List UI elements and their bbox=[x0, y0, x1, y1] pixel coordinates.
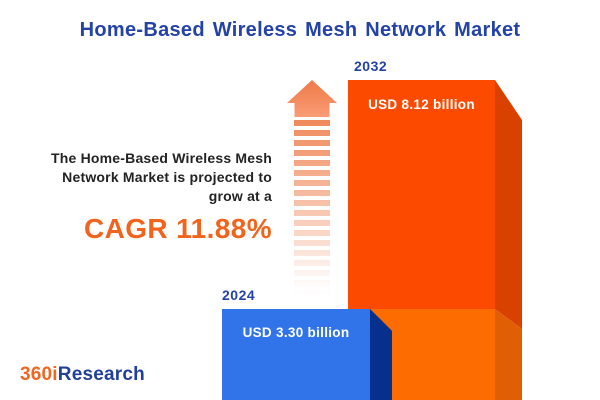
bar-2032-side-top bbox=[495, 80, 522, 329]
growth-arrow-stripes bbox=[294, 120, 330, 296]
value-label-2032: USD 8.12 billion bbox=[368, 97, 475, 112]
cagr-value: CAGR 11.88% bbox=[83, 213, 272, 244]
value-label-2024: USD 3.30 billion bbox=[242, 325, 350, 340]
year-label-2024: 2024 bbox=[222, 287, 256, 303]
logo-360i: 360i bbox=[20, 364, 58, 385]
insight-line-3: grow at a bbox=[208, 188, 272, 204]
bar-2024-side-face bbox=[370, 309, 392, 400]
bar-2032-front bbox=[348, 80, 495, 309]
insight-line-1: The Home-Based Wireless Mesh bbox=[51, 150, 272, 166]
insight-line-2: Network Market is projected to bbox=[62, 169, 272, 185]
growth-arrow-icon bbox=[287, 80, 337, 117]
bar-2032-side-face bbox=[495, 80, 522, 400]
logo-research: Research bbox=[57, 364, 145, 385]
brand-logo: 360iResearch bbox=[20, 364, 145, 386]
year-label-2032: 2032 bbox=[354, 58, 388, 74]
page-title: Home-Based Wireless Mesh Network Market bbox=[79, 19, 521, 41]
bar-2024-front bbox=[222, 309, 370, 400]
insight-text-block: The Home-Based Wireless Mesh Network Mar… bbox=[32, 149, 272, 245]
